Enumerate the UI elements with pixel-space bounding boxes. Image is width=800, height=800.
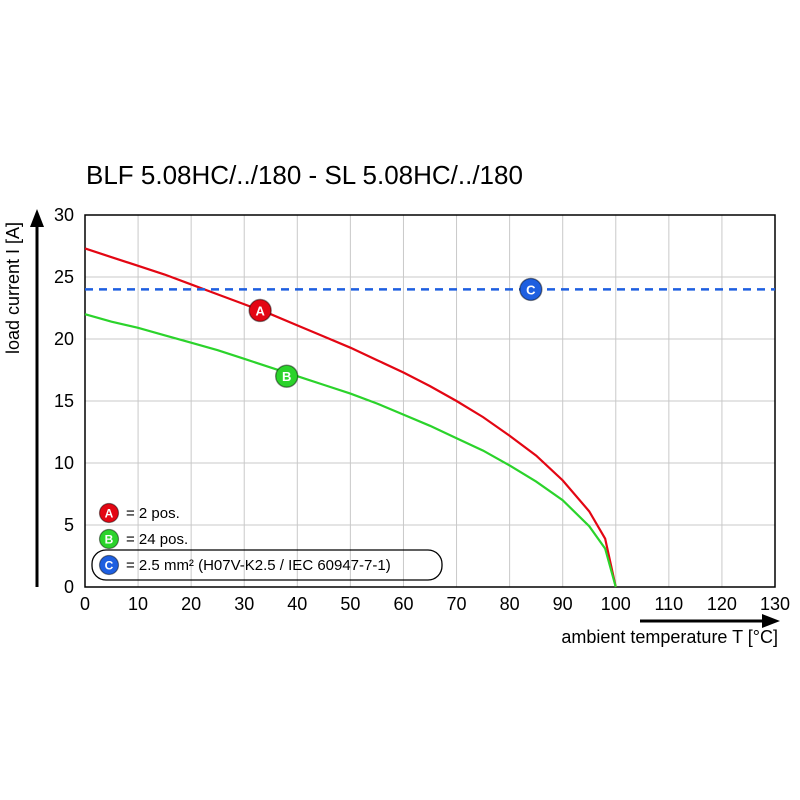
marker-C: C (519, 277, 543, 302)
x-tick-label: 130 (760, 594, 790, 614)
x-axis-arrow (640, 614, 780, 628)
legend-item-text: = 24 pos. (126, 531, 188, 548)
x-tick-label: 40 (287, 594, 307, 614)
marker-B: B (274, 364, 299, 388)
y-axis-label: load current I [A] (3, 222, 23, 354)
svg-text:C: C (105, 559, 114, 573)
legend-item-B: B = 24 pos. (98, 528, 188, 550)
y-tick-label: 10 (54, 453, 74, 473)
y-tick-label: 25 (54, 267, 74, 287)
x-tick-label: 0 (80, 594, 90, 614)
y-tick-label: 20 (54, 329, 74, 349)
legend: A = 2 pos. B = 24 pos. C = 2.5 mm² (H07V-K2.5… (91, 502, 443, 581)
tick-labels: 0 10 20 30 40 50 60 70 80 90 100 110 120 130 0 5 10 15 20 2… (54, 205, 790, 614)
legend-item-C: C = 2.5 mm² (H07V-K2.5 / IEC 60947-7-1) (91, 549, 443, 581)
chart-title: BLF 5.08HC/../180 - SL 5.08HC/../180 (86, 160, 523, 190)
x-tick-label: 110 (654, 594, 683, 614)
plot-border (84, 214, 776, 588)
y-tick-label: 30 (54, 205, 74, 225)
legend-item-box (91, 549, 443, 581)
x-tick-label: 120 (707, 594, 737, 614)
plot-frame (84, 214, 776, 588)
x-tick-label: 10 (128, 594, 148, 614)
legend-item-text: = 2.5 mm² (H07V-K2.5 / IEC 60947-7-1) (126, 557, 391, 574)
x-axis-label: ambient temperature T [°C] (561, 627, 778, 647)
x-tick-label: 100 (601, 594, 631, 614)
x-tick-label: 20 (181, 594, 201, 614)
y-tick-label: 15 (54, 391, 74, 411)
svg-text:C: C (526, 282, 536, 297)
x-tick-label: 80 (500, 594, 520, 614)
y-tick-label: 5 (64, 515, 74, 535)
x-tick-label: 70 (447, 594, 467, 614)
x-tick-label: 60 (393, 594, 413, 614)
marker-A: A (248, 298, 272, 323)
x-tick-label: 50 (340, 594, 360, 614)
y-tick-label: 0 (64, 577, 74, 597)
x-tick-label: 90 (553, 594, 573, 614)
svg-text:B: B (282, 369, 291, 384)
curve-B (84, 313, 617, 588)
svg-text:A: A (255, 303, 265, 318)
svg-text:B: B (105, 533, 114, 547)
grid-lines (85, 215, 775, 587)
svg-text:A: A (105, 507, 114, 521)
legend-item-text: = 2 pos. (126, 505, 180, 522)
curve-A (84, 247, 617, 588)
data-curves (84, 247, 775, 588)
y-axis-arrow (30, 209, 44, 587)
curve-markers: A B C (248, 277, 543, 388)
x-tick-label: 30 (234, 594, 254, 614)
legend-item-A: A = 2 pos. (98, 502, 180, 524)
